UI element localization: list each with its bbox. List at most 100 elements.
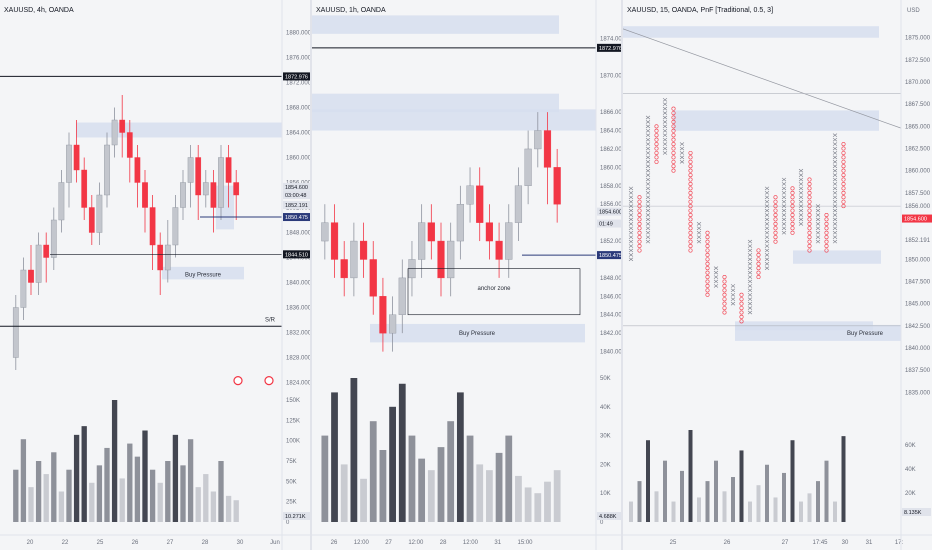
pnf-x-box	[645, 239, 651, 244]
pnf-o-box	[637, 217, 642, 222]
pnf-x-box	[832, 173, 838, 177]
date-tick-label: 17:	[895, 540, 904, 546]
volume-tick-label: 50K	[600, 376, 611, 382]
pnf-x-box	[645, 226, 651, 231]
volume-bar	[505, 435, 513, 522]
pnf-o-box	[807, 190, 812, 195]
pnf-o-box	[824, 235, 829, 240]
candle-body	[225, 157, 232, 183]
price-tick-label: 1844.000	[286, 256, 310, 262]
pnf-x-box	[662, 106, 668, 111]
pnf-o-box	[688, 204, 693, 209]
panel-4h[interactable]: XAUUSD, 4h, OANDA 1880.000 1876.000 1872.00…	[0, 0, 310, 550]
pnf-o-box	[841, 173, 846, 178]
volume-bar	[218, 461, 224, 522]
pnf-o-box	[671, 119, 676, 124]
pnf-o-box	[637, 239, 642, 244]
volume-bar	[782, 472, 786, 522]
pnf-x-box	[679, 142, 685, 146]
pnf-o-box	[654, 133, 659, 138]
pnf-x-box	[645, 230, 651, 235]
pnf-x-box	[832, 213, 838, 217]
panel-1h[interactable]: XAUUSD, 1h, OANDA 1874.000 1870.000 1866.00…	[312, 0, 621, 550]
pnf-x-box	[662, 151, 668, 155]
pnf-o-box	[705, 279, 710, 284]
candle-body	[418, 222, 426, 260]
pnf-x-box	[645, 137, 651, 142]
pnf-o-box	[688, 164, 693, 169]
pnf-o-box	[705, 275, 710, 280]
panel-pnf[interactable]: XAUUSD, 15, OANDA, PnF [Traditional, 0.5…	[623, 0, 932, 550]
pnf-x-box	[645, 199, 651, 204]
candle-body	[142, 182, 148, 208]
pnf-x-box	[747, 292, 753, 297]
volume-tick-label: 75K	[286, 459, 297, 465]
volume-tag-label: 10.271K	[285, 514, 306, 520]
currency-label: USD	[907, 8, 920, 14]
volume-bar	[722, 491, 727, 522]
price-tick-label: 1865.000	[905, 124, 931, 130]
pnf-o-box	[654, 155, 659, 160]
volume-bar	[756, 485, 761, 522]
date-tick-label: 20	[27, 540, 34, 546]
volume-bar	[172, 434, 179, 522]
pnf-x-box	[747, 244, 753, 248]
chart-pnf[interactable]: XAUUSD, 15, OANDA, PnF [Traditional, 0.5…	[623, 0, 932, 550]
pnf-o-box	[756, 261, 761, 266]
chart-1h[interactable]: XAUUSD, 1h, OANDA 1874.000 1870.000 1866.00…	[312, 0, 621, 550]
pnf-o-box	[739, 306, 744, 311]
volume-bar	[321, 435, 329, 522]
pnf-x-box	[747, 266, 753, 271]
zone-box	[370, 323, 585, 343]
price-tick-label: 1852.191	[905, 238, 931, 244]
volume-bar	[663, 460, 667, 522]
date-tick-label: 28	[202, 540, 209, 546]
date-tick-label: 12:00	[463, 540, 479, 546]
volume-bar	[437, 447, 445, 522]
chart-4h[interactable]: XAUUSD, 4h, OANDA 1880.000 1876.000 1872.00…	[0, 0, 310, 550]
volume-tag	[597, 512, 621, 520]
panel-divider[interactable]	[621, 0, 623, 550]
pnf-o-box	[756, 252, 761, 257]
pnf-x-box	[781, 195, 787, 200]
pnf-x-box	[628, 191, 634, 195]
panel-divider[interactable]	[310, 0, 312, 550]
candle-body	[180, 182, 186, 208]
candle-body	[119, 119, 126, 133]
price-tag-label: 1872.976	[285, 74, 308, 80]
pnf-o-box	[807, 235, 812, 240]
pnf-x-box	[628, 222, 634, 226]
pnf-x-box	[764, 235, 770, 239]
volume-bar	[35, 461, 42, 522]
volume-tag	[283, 512, 310, 520]
pnf-o-box	[790, 186, 795, 191]
pnf-o-box	[654, 159, 659, 164]
volume-bar	[340, 464, 348, 522]
zone-box	[793, 250, 881, 264]
pnf-o-box	[688, 226, 693, 231]
event-icon	[264, 376, 274, 386]
date-tick-label: 12:00	[408, 540, 424, 546]
price-tick-label: 1870.000	[905, 80, 931, 86]
zone-box	[312, 15, 559, 34]
volume-bar	[748, 501, 752, 522]
volume-bar	[544, 481, 551, 522]
zone-box	[312, 109, 596, 131]
panel-title: XAUUSD, 4h, OANDA	[4, 7, 74, 14]
pnf-x-box	[645, 186, 651, 191]
volume-bar	[66, 469, 72, 522]
volume-tag-label: 4.688K	[599, 514, 617, 520]
pnf-x-box	[832, 208, 838, 213]
pnf-x-box	[832, 186, 838, 191]
price-tag	[283, 250, 310, 259]
pnf-x-box	[628, 257, 634, 262]
pnf-x-box	[645, 235, 651, 239]
price-tag-label: 1852.191	[285, 203, 308, 209]
candle-body	[12, 307, 19, 358]
zone-box	[312, 93, 559, 113]
volume-tick-label: 0	[286, 520, 290, 526]
price-tick-label: 1872.500	[905, 58, 931, 64]
pnf-o-box	[773, 217, 778, 222]
pnf-o-box	[671, 146, 676, 151]
